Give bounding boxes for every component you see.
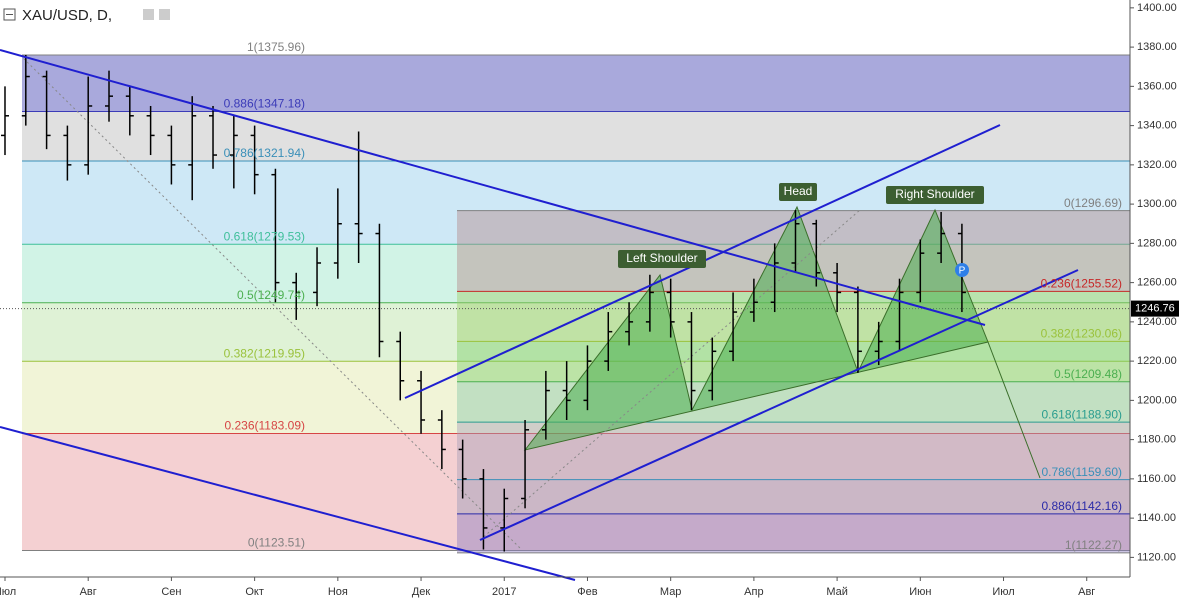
fib-label: 0.382(1230.06) bbox=[1041, 327, 1122, 341]
fib-label: 0.5(1209.48) bbox=[1054, 367, 1122, 381]
x-tick-label: Июл bbox=[0, 586, 16, 598]
x-tick-label: Окт bbox=[245, 586, 264, 598]
fib-label: 0.618(1279.53) bbox=[224, 229, 305, 243]
pattern-label: Head bbox=[784, 184, 813, 198]
fib-label: 0.886(1142.16) bbox=[1041, 499, 1122, 513]
label-bg bbox=[618, 250, 706, 268]
fib-labels: 1(1375.96) 0.886(1347.18) 0.786(1321.94) 0.… bbox=[224, 40, 1122, 552]
x-tick-label: Фев bbox=[577, 586, 597, 598]
y-tick-label: 1400.00 bbox=[1137, 2, 1177, 14]
header: XAU/USD, D, bbox=[3, 7, 170, 24]
y-tick-label: 1260.00 bbox=[1137, 277, 1177, 289]
fib-label: 0.786(1159.60) bbox=[1041, 465, 1122, 479]
fib-label: 0(1296.69) bbox=[1064, 196, 1122, 210]
fib-label: 0(1123.51) bbox=[248, 536, 305, 550]
x-tick-label: Мар bbox=[660, 586, 682, 598]
y-tick-label: 1140.00 bbox=[1137, 512, 1176, 524]
x-tick-label: Апр bbox=[744, 586, 763, 598]
fib-band bbox=[22, 433, 1130, 551]
y-tick-label: 1180.00 bbox=[1137, 434, 1176, 446]
last-price-label: 1246.76 bbox=[1135, 303, 1175, 315]
y-tick-label: 1220.00 bbox=[1137, 355, 1177, 367]
fib-label: 0.382(1219.95) bbox=[224, 346, 305, 360]
x-tick-label: Июн bbox=[909, 586, 931, 598]
y-tick-label: 1320.00 bbox=[1137, 159, 1177, 171]
x-tick-label: 2017 bbox=[492, 586, 516, 598]
fib-band bbox=[457, 513, 1130, 553]
eye-icon[interactable] bbox=[143, 9, 154, 20]
fib-band bbox=[22, 111, 1130, 162]
x-tick-label: Авг bbox=[80, 586, 97, 598]
pattern bbox=[19, 54, 1041, 549]
settings-icon[interactable] bbox=[159, 9, 170, 20]
fib-label: 0.786(1321.94) bbox=[224, 146, 305, 160]
fib-diagonal bbox=[19, 54, 521, 549]
fib-label: 0.236(1183.09) bbox=[224, 419, 305, 433]
fib-band bbox=[22, 55, 1130, 112]
fib-label: 1(1122.27) bbox=[1065, 538, 1122, 552]
marker-label[interactable]: P bbox=[959, 266, 966, 277]
bars bbox=[0, 54, 966, 552]
pattern-label: Left Shoulder bbox=[626, 251, 697, 265]
head-shoulders-shape bbox=[523, 205, 989, 451]
x-tick-label: Май bbox=[826, 586, 848, 598]
label-bg bbox=[886, 186, 984, 204]
x-tick-label: Июл bbox=[992, 586, 1014, 598]
trend-line bbox=[0, 49, 986, 326]
y-tick-label: 1360.00 bbox=[1137, 80, 1177, 92]
label-bg bbox=[779, 183, 817, 201]
x-tick-label: Дек bbox=[412, 586, 431, 598]
y-tick-label: 1240.00 bbox=[1137, 316, 1177, 328]
fib-band bbox=[457, 479, 1130, 514]
fib-label: 0.618(1188.90) bbox=[1041, 407, 1122, 421]
symbol-title[interactable]: XAU/USD, D, bbox=[22, 7, 112, 24]
fib-label: 0.5(1249.74) bbox=[237, 288, 305, 302]
fib-label: 1(1375.96) bbox=[247, 40, 305, 54]
target-line bbox=[987, 341, 1041, 479]
y-tick-label: 1120.00 bbox=[1137, 551, 1176, 563]
last-price-tag bbox=[1131, 300, 1179, 317]
fib-diagonal bbox=[479, 209, 861, 541]
y-tick-label: 1160.00 bbox=[1137, 473, 1176, 485]
y-tick-label: 1340.00 bbox=[1137, 120, 1177, 132]
fib-label: 0.236(1255.52) bbox=[1041, 277, 1122, 291]
y-tick-label: 1200.00 bbox=[1137, 394, 1177, 406]
marker[interactable] bbox=[955, 263, 969, 277]
y-tick-label: 1280.00 bbox=[1137, 237, 1177, 249]
pattern-labels: Left Shoulder Head Right Shoulder P bbox=[618, 183, 984, 277]
trend-line bbox=[0, 426, 576, 581]
fib-label: 0.886(1347.18) bbox=[224, 97, 305, 111]
trend-line bbox=[479, 269, 1079, 541]
y-tick-label: 1300.00 bbox=[1137, 198, 1177, 210]
y-tick-label: 1380.00 bbox=[1137, 41, 1177, 53]
x-tick-label: Сен bbox=[161, 586, 181, 598]
pattern-label: Right Shoulder bbox=[895, 187, 974, 201]
x-tick-label: Авг bbox=[1078, 586, 1095, 598]
x-tick-label: Ноя bbox=[328, 586, 348, 598]
